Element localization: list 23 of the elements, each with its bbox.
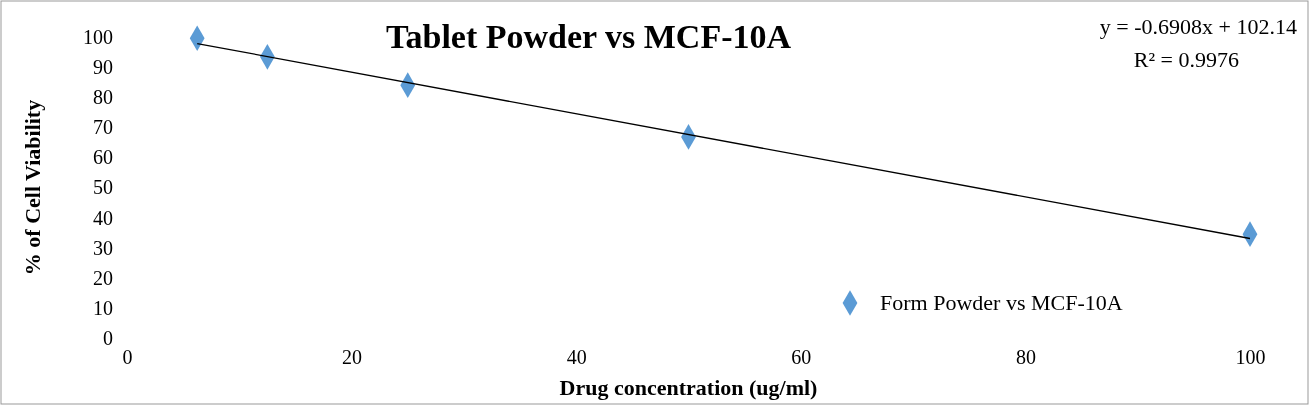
annotation: y = -0.6908x + 102.14 (1099, 14, 1297, 39)
chart-title: Tablet Powder vs MCF-10A (385, 18, 792, 55)
annotation: R² = 0.9976 (1133, 47, 1239, 72)
legend-label: Form Powder vs MCF-10A (880, 290, 1123, 315)
y-tick-label: 90 (93, 56, 113, 78)
x-tick-label: 80 (1015, 346, 1036, 369)
y-tick-label: 0 (103, 326, 113, 349)
x-tick-label: 40 (566, 346, 587, 369)
x-axis-title: Drug concentration (ug/ml) (559, 375, 818, 400)
y-tick-label: 70 (93, 116, 113, 139)
y-tick-label: 40 (93, 206, 113, 229)
y-tick-label: 60 (93, 146, 113, 169)
y-tick-label: 50 (93, 176, 113, 199)
y-axis-title: % of Cell Viability (20, 99, 45, 276)
x-tick-label: 100 (1235, 346, 1266, 369)
y-tick-label: 20 (93, 266, 113, 289)
y-tick-label: 80 (93, 86, 113, 109)
y-tick-label: 30 (93, 236, 113, 259)
x-tick-label: 0 (122, 346, 133, 369)
y-tick-label: 100 (83, 25, 113, 48)
x-tick-label: 60 (791, 346, 812, 369)
x-tick-label: 20 (342, 346, 363, 369)
y-tick-label: 10 (93, 296, 113, 319)
